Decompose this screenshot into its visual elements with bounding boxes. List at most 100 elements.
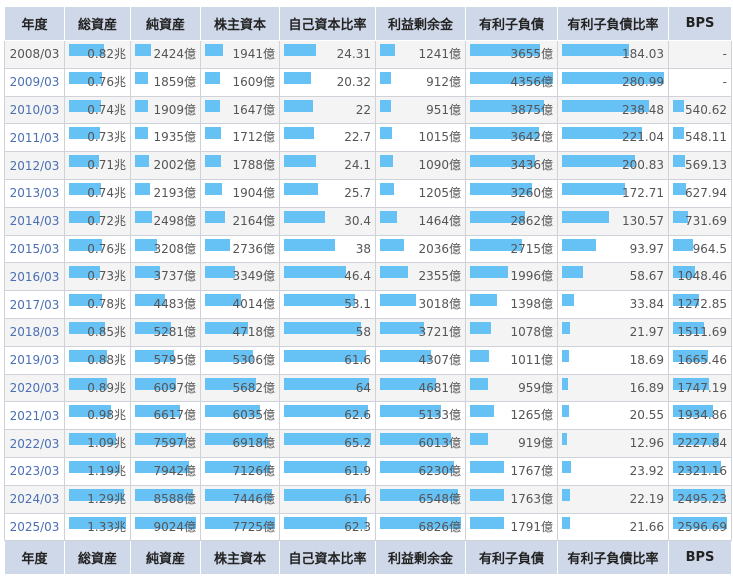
cell-year[interactable]: 2010/03 — [4, 95, 65, 125]
cell-value: 2355億 — [418, 269, 461, 284]
header-bps[interactable]: BPS — [668, 6, 732, 41]
value-bar — [673, 210, 688, 223]
footer-retained-earnings: 利益剰余金 — [375, 540, 466, 576]
cell-value: 6826億 — [418, 519, 461, 534]
cell-net-assets: 5281億 — [130, 317, 201, 347]
cell-debt-ratio: 200.83 — [557, 151, 669, 180]
cell-equity: 5682億 — [200, 373, 280, 403]
cell-value: 1859億 — [153, 74, 196, 89]
cell-bps: - — [668, 40, 732, 69]
value-bar — [205, 210, 225, 223]
cell-value: 0.88兆 — [87, 352, 126, 367]
header-equity-ratio[interactable]: 自己資本比率 — [279, 6, 376, 41]
value-bar — [69, 349, 107, 362]
value-bar — [69, 516, 126, 529]
cell-debt: 3436億 — [465, 151, 558, 180]
cell-debt: 1078億 — [465, 317, 558, 347]
value-bar — [284, 182, 318, 195]
table-footer: 年度 総資産 純資産 株主資本 自己資本比率 利益剰余金 有利子負債 有利子負債… — [4, 540, 732, 576]
header-total-assets[interactable]: 総資産 — [64, 6, 131, 41]
cell-equity: 5306億 — [200, 345, 280, 375]
cell-debt-ratio: 21.66 — [557, 512, 669, 542]
table-body: 2008/03 0.82兆 2424億 1941億 24.31 1241億 3655億 184… — [4, 40, 732, 542]
cell-value: 4014億 — [232, 297, 275, 312]
value-bar — [69, 99, 101, 112]
value-bar — [135, 488, 193, 501]
value-bar — [135, 182, 150, 195]
footer-shareholders-equity: 株主資本 — [200, 540, 280, 576]
cell-equity-ratio: 46.4 — [279, 262, 376, 292]
table-row: 2016/03 0.73兆 3737億 3349億 46.4 2355億 1996億 58.6… — [4, 262, 732, 292]
cell-total-assets: 0.78兆 — [64, 290, 131, 319]
cell-net-assets: 2193億 — [130, 178, 201, 208]
header-debt-ratio[interactable]: 有利子負債比率 — [557, 6, 669, 41]
cell-year[interactable]: 2019/03 — [4, 345, 65, 375]
cell-debt-ratio: 21.97 — [557, 317, 669, 347]
cell-year[interactable]: 2022/03 — [4, 429, 65, 458]
cell-debt-ratio: 23.92 — [557, 456, 669, 486]
cell-year[interactable]: 2009/03 — [4, 67, 65, 97]
value-bar — [284, 321, 361, 334]
cell-year[interactable]: 2018/03 — [4, 317, 65, 347]
cell-value: 0.78兆 — [87, 297, 126, 312]
cell-value: 3642億 — [510, 130, 553, 145]
cell-year[interactable]: 2025/03 — [4, 512, 65, 542]
value-bar — [205, 266, 235, 279]
value-bar — [284, 516, 367, 529]
cell-year[interactable]: 2012/03 — [4, 151, 65, 180]
value-bar — [380, 71, 391, 84]
cell-year[interactable]: 2014/03 — [4, 206, 65, 236]
header-retained-earnings[interactable]: 利益剰余金 — [375, 6, 466, 41]
table-row: 2019/03 0.88兆 5795億 5306億 61.6 4307億 1011億 18.6… — [4, 345, 732, 375]
cell-value: 64 — [355, 380, 371, 395]
cell-year[interactable]: 2020/03 — [4, 373, 65, 403]
cell-value: 20.55 — [629, 408, 664, 423]
cell-equity-ratio: 25.7 — [279, 178, 376, 208]
cell-value: 58 — [355, 324, 371, 339]
cell-debt-ratio: 18.69 — [557, 345, 669, 375]
cell-value: 130.57 — [622, 213, 664, 228]
cell-net-assets: 1859億 — [130, 67, 201, 97]
cell-year[interactable]: 2023/03 — [4, 456, 65, 486]
cell-value: 2736億 — [232, 241, 275, 256]
value-bar — [69, 405, 111, 418]
value-bar — [562, 488, 570, 501]
cell-equity: 1788億 — [200, 151, 280, 180]
value-bar — [380, 238, 404, 251]
cell-total-assets: 1.33兆 — [64, 512, 131, 542]
value-bar — [470, 433, 488, 446]
cell-value: 2862億 — [510, 213, 553, 228]
cell-net-assets: 7942億 — [130, 456, 201, 486]
footer-bps: BPS — [668, 540, 732, 576]
footer-equity-ratio: 自己資本比率 — [279, 540, 376, 576]
cell-bps: 2227.84 — [668, 429, 732, 458]
value-bar — [380, 294, 416, 307]
cell-year[interactable]: 2015/03 — [4, 234, 65, 264]
cell-total-assets: 0.73兆 — [64, 262, 131, 292]
cell-year[interactable]: 2017/03 — [4, 290, 65, 319]
value-bar — [470, 182, 532, 195]
cell-value: 1788億 — [232, 158, 275, 173]
cell-year[interactable]: 2021/03 — [4, 401, 65, 431]
header-net-assets[interactable]: 純資産 — [130, 6, 201, 41]
cell-year[interactable]: 2016/03 — [4, 262, 65, 292]
cell-year[interactable]: 2013/03 — [4, 178, 65, 208]
value-bar — [380, 266, 408, 279]
cell-value: 3655億 — [510, 47, 553, 61]
cell-value: 5281億 — [153, 324, 196, 339]
header-interest-bearing-debt[interactable]: 有利子負債 — [465, 6, 558, 41]
header-shareholders-equity[interactable]: 株主資本 — [200, 6, 280, 41]
header-year[interactable]: 年度 — [4, 6, 65, 41]
cell-value: 1205億 — [418, 185, 461, 200]
financial-table-container: 年度 総資産 純資産 株主資本 自己資本比率 利益剰余金 有利子負債 有利子負債… — [4, 6, 732, 576]
cell-value: 1767億 — [510, 463, 553, 478]
cell-value: 548.11 — [685, 130, 727, 145]
cell-year[interactable]: 2024/03 — [4, 484, 65, 514]
cell-value: 0.73兆 — [87, 269, 126, 284]
cell-value: 2036億 — [418, 241, 461, 256]
cell-debt: 2715億 — [465, 234, 558, 264]
footer-debt-ratio: 有利子負債比率 — [557, 540, 669, 576]
cell-year[interactable]: 2011/03 — [4, 123, 65, 153]
value-bar — [205, 377, 256, 390]
cell-bps: 1511.69 — [668, 317, 732, 347]
